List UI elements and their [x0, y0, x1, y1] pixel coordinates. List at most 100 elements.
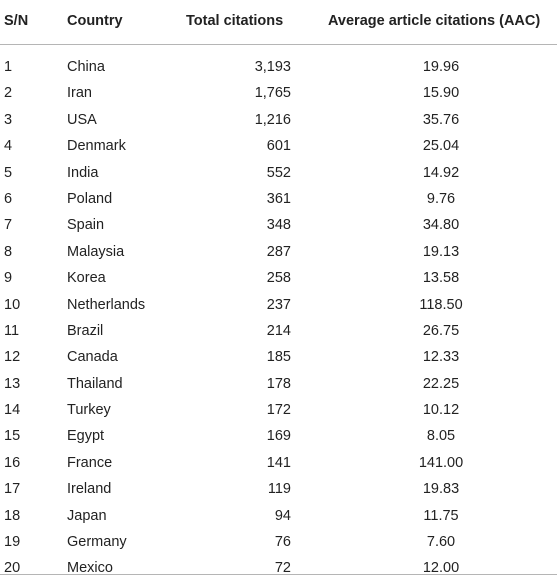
cell-country: China: [67, 59, 105, 75]
cell-aac: 19.96: [422, 59, 460, 75]
cell-sn: 15: [4, 428, 21, 445]
cell-total-citations: 178: [266, 375, 291, 392]
header-total-citations: Total citations: [186, 13, 284, 29]
cell-sn: 5: [4, 164, 13, 181]
cell-total-citations: 94: [274, 507, 291, 524]
cell-total-citations: 185: [266, 349, 291, 366]
cell-sn: 4: [4, 138, 13, 155]
table-row: 10 Netherlands 237 118.50: [0, 293, 557, 319]
table-body: 1 China 3,193 19.96 2 Iran 1,765 15.90 3 USA 1,216…: [0, 55, 557, 583]
cell-country: Turkey: [67, 402, 111, 419]
cell-total-citations: 258: [266, 270, 291, 287]
cell-aac: 9.76: [426, 190, 456, 207]
cell-sn: 8: [4, 243, 13, 260]
table-row: 2 Iran 1,765 15.90: [0, 81, 557, 107]
table-row: 11 Brazil 214 26.75: [0, 319, 557, 345]
cell-aac: 25.04: [422, 138, 460, 155]
table-row: 19 Germany 76 7.60: [0, 530, 557, 556]
table-row: 1 China 3,193 19.96: [0, 55, 557, 81]
cell-aac: 118.50: [419, 296, 463, 313]
cell-sn: 16: [4, 454, 21, 471]
cell-aac: 7.60: [426, 534, 456, 551]
header-sn: S/N: [4, 13, 29, 29]
cell-country: Mexico: [67, 560, 113, 577]
cell-country: Denmark: [67, 138, 126, 155]
cell-country: Germany: [67, 534, 127, 551]
cell-sn: 14: [4, 402, 21, 419]
cell-country: Thailand: [67, 375, 123, 392]
cell-aac: 34.80: [422, 217, 460, 234]
cell-sn: 12: [4, 349, 21, 366]
header-average-article-citations: Average article citations (AAC): [328, 13, 541, 29]
cell-total-citations: 76: [274, 534, 291, 551]
table-row: 20 Mexico 72 12.00: [0, 556, 557, 582]
cell-country: India: [67, 164, 99, 181]
cell-aac: 8.05: [426, 428, 456, 445]
cell-aac: 13.58: [422, 270, 460, 287]
cell-total-citations: 1,216: [254, 111, 291, 128]
table-row: 5 India 552 14.92: [0, 161, 557, 187]
cell-country: Japan: [67, 507, 107, 524]
cell-sn: 3: [4, 111, 13, 128]
cell-sn: 6: [4, 190, 13, 207]
cell-aac: 19.83: [422, 481, 460, 498]
cell-total-citations: 552: [266, 164, 291, 181]
cell-sn: 11: [4, 322, 20, 339]
cell-total-citations: 72: [274, 560, 291, 577]
cell-aac: 15.90: [422, 85, 460, 102]
cell-total-citations: 214: [266, 322, 291, 339]
table-row: 4 Denmark 601 25.04: [0, 134, 557, 160]
cell-aac: 141.00: [418, 454, 464, 471]
cell-country: Netherlands: [67, 296, 146, 313]
cell-sn: 20: [4, 560, 21, 577]
cell-country: USA: [67, 111, 97, 128]
cell-country: Canada: [67, 349, 118, 366]
cell-sn: 9: [4, 270, 13, 287]
cell-total-citations: 141: [266, 454, 291, 471]
cell-total-citations: 601: [266, 138, 291, 155]
cell-country: Ireland: [67, 481, 112, 498]
cell-sn: 10: [4, 296, 21, 313]
cell-sn: 1: [4, 59, 13, 75]
table-row: 12 Canada 185 12.33: [0, 345, 557, 371]
cell-total-citations: 287: [266, 243, 291, 260]
cell-total-citations: 361: [266, 190, 291, 207]
table-row: 3 USA 1,216 35.76: [0, 108, 557, 134]
cell-aac: 12.33: [422, 349, 460, 366]
cell-total-citations: 119: [267, 481, 291, 498]
cell-sn: 13: [4, 375, 21, 392]
cell-sn: 2: [4, 85, 13, 102]
cell-aac: 14.92: [422, 164, 460, 181]
table-row: 8 Malaysia 287 19.13: [0, 240, 557, 266]
cell-aac: 35.76: [422, 111, 460, 128]
table-row: 17 Ireland 119 19.83: [0, 477, 557, 503]
cell-sn: 17: [4, 481, 21, 498]
cell-aac: 19.13: [422, 243, 460, 260]
cell-sn: 18: [4, 507, 21, 524]
header-divider: [0, 44, 557, 45]
cell-aac: 10.12: [422, 402, 460, 419]
table-row: 13 Thailand 178 22.25: [0, 372, 557, 398]
table-header: S/N Country Total citations Average arti…: [0, 0, 557, 44]
cell-country: Korea: [67, 270, 106, 287]
table-row: 9 Korea 258 13.58: [0, 266, 557, 292]
cell-country: Iran: [67, 85, 92, 102]
cell-country: Malaysia: [67, 243, 125, 260]
cell-total-citations: 172: [266, 402, 291, 419]
cell-sn: 7: [4, 217, 13, 234]
table-row: 15 Egypt 169 8.05: [0, 424, 557, 450]
cell-aac: 26.75: [422, 322, 460, 339]
cell-total-citations: 1,765: [254, 85, 291, 102]
table-row: 18 Japan 94 11.75: [0, 504, 557, 530]
table-bottom-rule: [0, 574, 557, 575]
cell-total-citations: 237: [266, 296, 291, 313]
cell-country: France: [67, 454, 113, 471]
cell-total-citations: 3,193: [254, 59, 291, 75]
header-country: Country: [67, 13, 123, 29]
cell-country: Brazil: [67, 322, 104, 339]
cell-total-citations: 348: [266, 217, 291, 234]
table-row: 6 Poland 361 9.76: [0, 187, 557, 213]
table-row: 7 Spain 348 34.80: [0, 213, 557, 239]
cell-country: Egypt: [67, 428, 105, 445]
